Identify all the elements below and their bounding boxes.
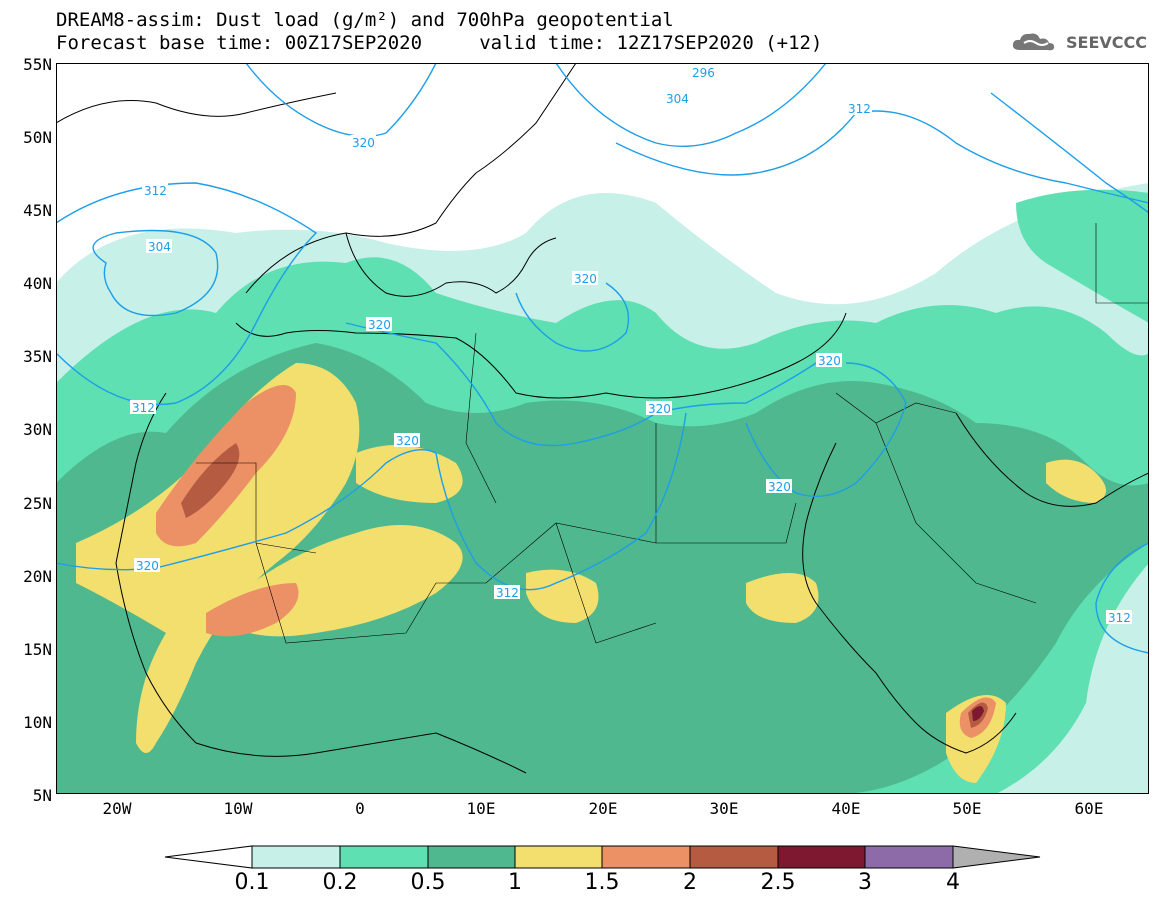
dust-region-high-gulf <box>1046 459 1106 503</box>
lat-label-40n: 40N <box>23 274 52 293</box>
dust-region-high-sudan <box>746 573 819 623</box>
lat-label-10n: 10N <box>23 713 52 732</box>
dust-region-extreme <box>181 443 240 518</box>
contour-label-group: 296 304 312 320 304 312 320 312 312 320 … <box>130 66 1132 625</box>
contour-label-320-morocco: 320 <box>368 318 391 332</box>
dust-region-high-central <box>356 445 463 503</box>
contour-label-320-levant: 320 <box>818 354 841 368</box>
lon-label-10w: 10W <box>223 799 253 818</box>
lon-label-50e: 50E <box>952 799 982 818</box>
colorbar-tick-0-2: 0.2 <box>322 870 358 895</box>
contour-label-320-red-sea: 320 <box>768 480 791 494</box>
colorbar-bin-2 <box>339 845 429 869</box>
contour-label-312-north: 312 <box>848 102 871 116</box>
dust-region-very-high-sahel <box>206 583 299 637</box>
colorbar-bin-5 <box>601 845 691 869</box>
colorbar-tick-0-1: 0.1 <box>234 870 270 895</box>
colorbar-low-arrow <box>164 845 253 869</box>
colorbar-tick-1-5: 1.5 <box>584 870 620 895</box>
cloud-icon <box>1012 33 1055 51</box>
colorbar-bin-4 <box>514 845 603 869</box>
colorbar-bin-6 <box>689 845 779 869</box>
lat-label-50n: 50N <box>23 128 52 147</box>
colorbar-tick-3: 3 <box>858 870 872 895</box>
lat-label-55n: 55N <box>23 55 52 74</box>
lon-label-20w: 20W <box>102 799 132 818</box>
lon-label-20e: 20E <box>588 799 618 818</box>
colorbar-bin-3 <box>427 845 516 869</box>
colorbar-bin-7 <box>777 845 866 869</box>
title-line-1: DREAM8-assim: Dust load (g/m²) and 700hP… <box>56 9 674 31</box>
dust-region-medium-light-ne <box>1016 189 1149 323</box>
contour-label-312-atlantic-north: 312 <box>144 184 167 198</box>
logo: SEEVCCC <box>1010 30 1147 54</box>
colorbar-tick-0-5: 0.5 <box>410 870 446 895</box>
contour-label-320-algeria: 320 <box>396 434 419 448</box>
contour-label-296: 296 <box>692 66 715 80</box>
lon-label-60e: 60E <box>1074 799 1104 818</box>
lat-label-45n: 45N <box>23 201 52 220</box>
contour-label-320-libya: 320 <box>648 402 671 416</box>
country-borders <box>196 223 1149 644</box>
lat-label-5n: 5N <box>32 786 52 805</box>
lat-label-20n: 20N <box>23 567 52 586</box>
contour-label-312-greece: 320 <box>574 272 597 286</box>
colorbar-bin-8 <box>864 845 954 869</box>
lat-label-15n: 15N <box>23 640 52 659</box>
lon-label-0: 0 <box>355 799 365 818</box>
lon-label-10e: 10E <box>466 799 496 818</box>
lon-label-40e: 40E <box>831 799 861 818</box>
lon-label-30e: 30E <box>709 799 739 818</box>
colorbar <box>164 845 1041 869</box>
lat-label-35n: 35N <box>23 347 52 366</box>
lat-label-25n: 25N <box>23 494 52 513</box>
contour-label-312-atlantic-south: 312 <box>132 401 155 415</box>
dust-region-high-chad <box>526 569 599 623</box>
contour-label-304-atlantic: 304 <box>148 240 171 254</box>
title-line-2: Forecast base time: 00Z17SEP2020 valid t… <box>56 32 823 54</box>
colorbar-bin-1 <box>251 845 341 869</box>
map-frame <box>56 63 1149 794</box>
colorbar-tick-2-5: 2.5 <box>760 870 796 895</box>
dust-map: 296 304 312 320 304 312 320 312 312 320 … <box>56 63 1149 794</box>
dust-region-peak-somalia <box>972 706 984 721</box>
contour-label-320-niger: 312 <box>496 586 519 600</box>
colorbar-tick-1: 1 <box>508 870 522 895</box>
contour-label-320-uk: 320 <box>352 136 375 150</box>
contour-label-304-north: 304 <box>666 92 689 106</box>
colorbar-high-arrow <box>952 845 1041 869</box>
logo-text: SEEVCCC <box>1066 32 1147 52</box>
colorbar-tick-2: 2 <box>683 870 697 895</box>
lat-label-30n: 30N <box>23 420 52 439</box>
dust-region-high <box>76 363 360 753</box>
colorbar-tick-4: 4 <box>946 870 960 895</box>
contour-label-312-arabian-sea: 312 <box>1108 611 1131 625</box>
coastlines <box>56 63 1149 774</box>
contour-label-320-senegal: 320 <box>136 559 159 573</box>
